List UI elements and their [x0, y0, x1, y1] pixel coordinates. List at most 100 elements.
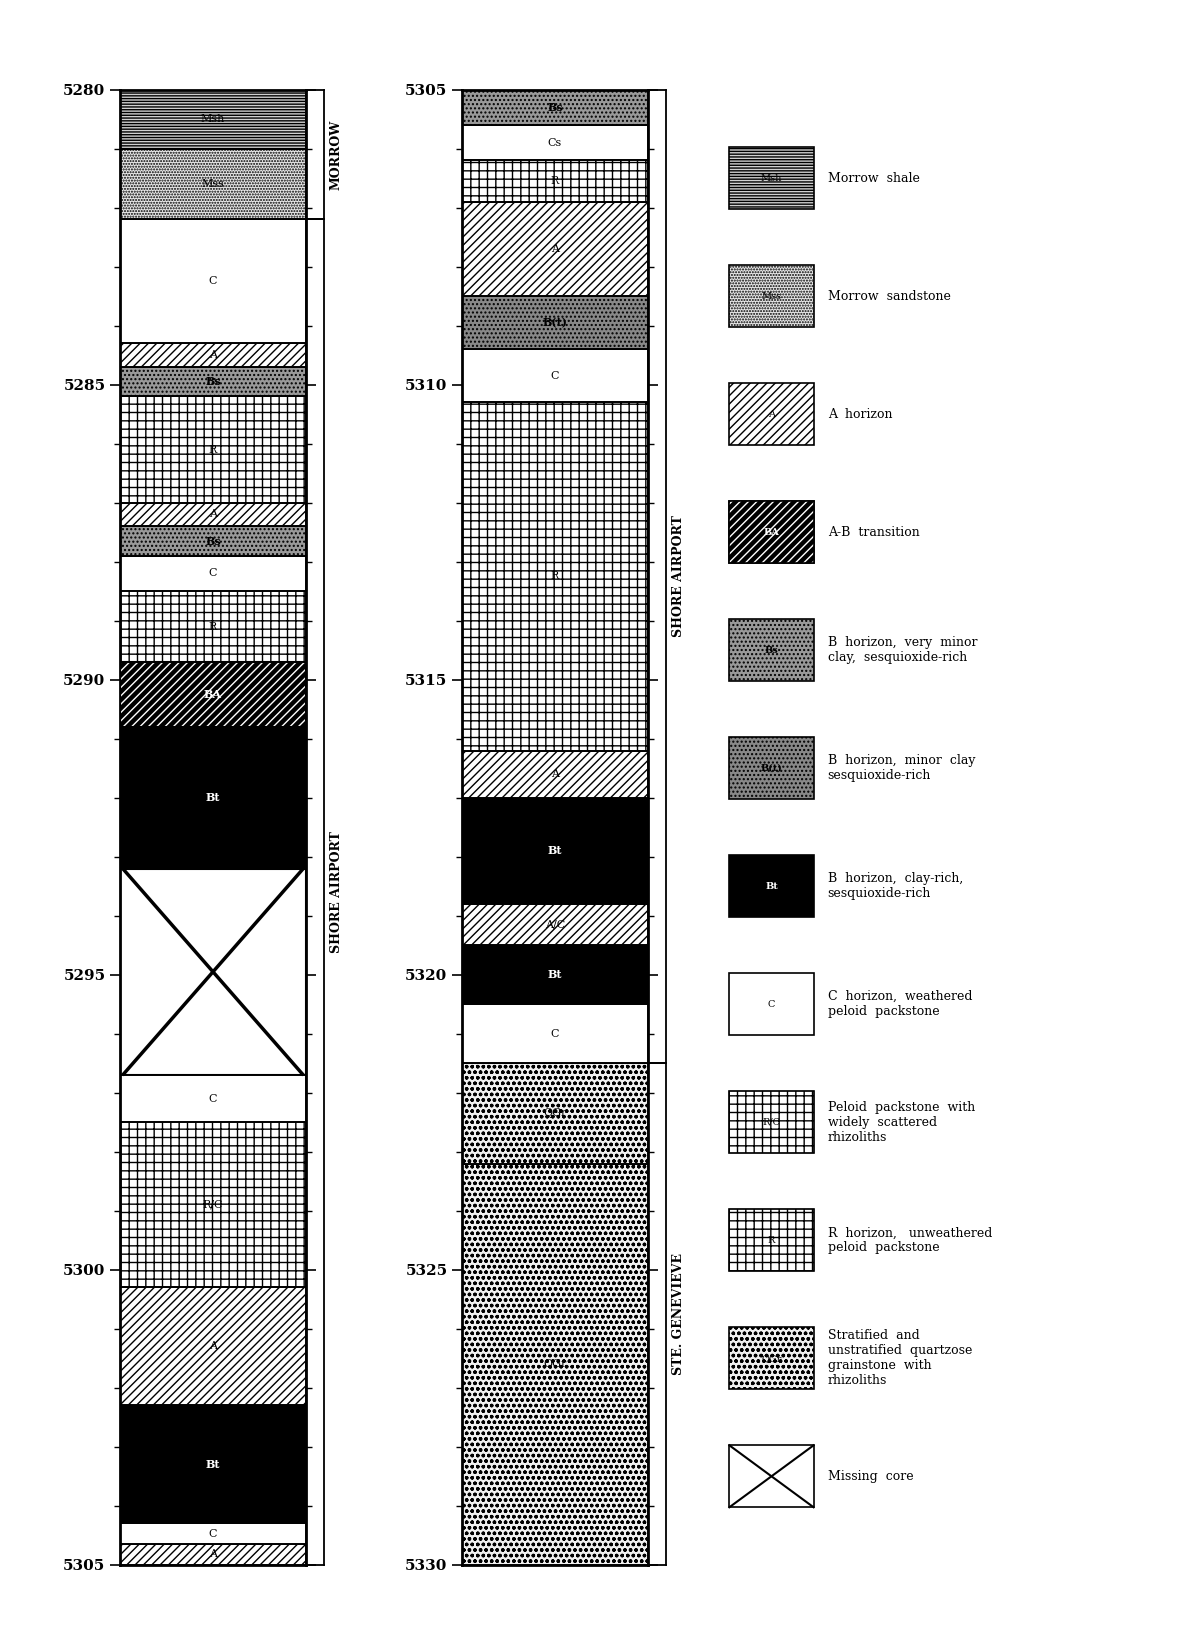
Bar [120, 1123, 306, 1288]
Text: Msh: Msh [761, 174, 782, 183]
Bar [462, 945, 648, 1004]
Bar [120, 1076, 306, 1123]
Text: A: A [209, 1341, 217, 1351]
Bar [462, 905, 648, 945]
Text: A: A [209, 510, 217, 520]
Text: SHORE AIRPORT: SHORE AIRPORT [672, 515, 685, 637]
Bar [120, 662, 306, 727]
Text: A/C: A/C [545, 919, 565, 929]
Bar [120, 526, 306, 556]
Bar [462, 349, 648, 403]
Bar [120, 148, 306, 220]
Bar [462, 90, 648, 126]
Bar [120, 662, 306, 727]
Bar [730, 383, 814, 445]
Text: Missing  core: Missing core [828, 1470, 913, 1483]
Text: Bt: Bt [547, 970, 563, 980]
Text: C  horizon,  weathered
peloid  packstone: C horizon, weathered peloid packstone [828, 991, 972, 1019]
Bar [120, 1524, 306, 1544]
Text: A-B  transition: A-B transition [828, 526, 919, 538]
Text: Bt: Bt [766, 882, 778, 890]
Text: A: A [768, 409, 775, 419]
Text: A  horizon: A horizon [828, 408, 892, 421]
Text: C: C [551, 1029, 559, 1038]
Text: Bt: Bt [547, 846, 563, 856]
Bar [120, 526, 306, 556]
Text: C: C [209, 277, 217, 287]
Text: Morrow  sandstone: Morrow sandstone [828, 290, 950, 303]
Text: Cs: Cs [548, 139, 562, 148]
Bar [462, 297, 648, 349]
Bar [462, 1004, 648, 1063]
Text: Bs: Bs [205, 536, 221, 546]
Bar [120, 1405, 306, 1524]
Bar [120, 1288, 306, 1405]
Bar [120, 1544, 306, 1565]
Bar [120, 396, 306, 502]
Bar [462, 1063, 648, 1164]
Bar [730, 500, 814, 564]
Bar [120, 344, 306, 367]
Text: R  horizon,   unweathered
peloid  packstone: R horizon, unweathered peloid packstone [828, 1226, 992, 1253]
Bar [462, 750, 648, 797]
Bar [120, 1076, 306, 1123]
Text: BA: BA [763, 528, 780, 536]
Text: STE. GENEVIEVE: STE. GENEVIEVE [672, 1253, 685, 1376]
Bar [120, 662, 306, 727]
Text: B(t): B(t) [542, 318, 568, 328]
Text: C: C [551, 372, 559, 381]
Bar [462, 202, 648, 297]
Text: R: R [768, 1236, 775, 1245]
Text: R: R [551, 176, 559, 186]
Text: R/C: R/C [203, 1200, 223, 1209]
Text: Peloid  packstone  with
widely  scattered
rhizoliths: Peloid packstone with widely scattered r… [828, 1100, 974, 1144]
Text: R: R [551, 572, 559, 582]
Bar [462, 905, 648, 945]
Bar [120, 90, 306, 148]
Bar [120, 592, 306, 662]
Bar [730, 1090, 814, 1154]
Bar [120, 1288, 306, 1405]
Text: Bt: Bt [205, 792, 221, 804]
Bar [730, 737, 814, 799]
Text: C: C [209, 1094, 217, 1104]
Text: A: A [551, 769, 559, 779]
Bar [120, 556, 306, 592]
Bar [462, 349, 648, 403]
Bar [120, 367, 306, 396]
Text: QGr: QGr [761, 1355, 781, 1363]
Bar [462, 160, 648, 202]
Text: R: R [209, 621, 217, 631]
Text: A: A [209, 1550, 217, 1560]
Text: QGr: QGr [544, 1108, 566, 1118]
Bar [730, 619, 814, 681]
Bar [462, 126, 648, 160]
Bar [462, 797, 648, 905]
Bar [120, 220, 306, 344]
Bar [120, 502, 306, 526]
Bar [120, 90, 306, 148]
Bar [730, 1327, 814, 1389]
Bar [730, 1090, 814, 1154]
Bar [730, 266, 814, 328]
Bar [462, 160, 648, 202]
Bar [120, 1524, 306, 1544]
Text: B(t): B(t) [761, 764, 782, 773]
Text: C: C [768, 999, 775, 1009]
Text: R: R [209, 445, 217, 455]
Text: A: A [209, 350, 217, 360]
Bar [120, 344, 306, 367]
Bar [120, 727, 306, 869]
Text: A: A [551, 244, 559, 254]
Text: BA: BA [204, 689, 222, 699]
Bar [462, 126, 648, 160]
Bar [120, 727, 306, 869]
Bar [120, 502, 306, 526]
Bar [120, 869, 306, 1076]
Bar [730, 973, 814, 1035]
Bar [462, 202, 648, 297]
Text: R/C: R/C [762, 1118, 780, 1126]
Bar [462, 90, 648, 126]
Bar [730, 500, 814, 564]
Text: QGr: QGr [544, 1359, 566, 1369]
